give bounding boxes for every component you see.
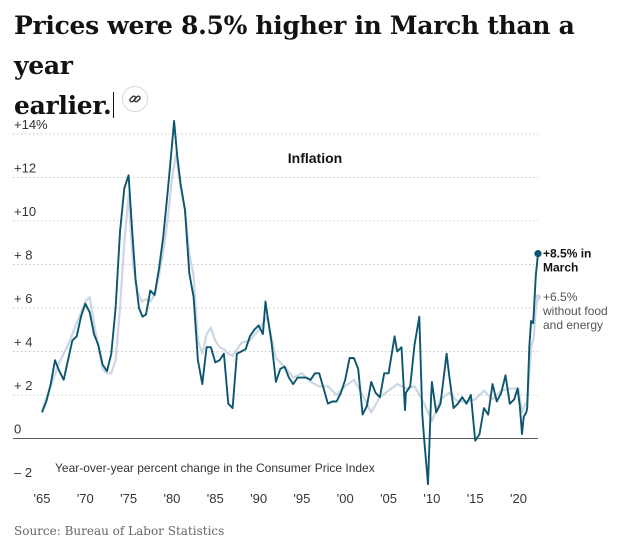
x-tick-label: '95	[293, 491, 310, 506]
x-tick-label: '05	[380, 491, 397, 506]
series-end-label-core-cpi: and energy	[543, 318, 603, 332]
series-line-core-cpi	[40, 152, 540, 423]
x-tick-label: '20	[510, 491, 527, 506]
y-tick-label: + 4	[14, 335, 32, 350]
x-tick-label: '80	[163, 491, 180, 506]
y-tick-label: +12	[14, 161, 36, 176]
y-tick-label: + 2	[14, 378, 32, 393]
x-tick-label: '65	[34, 491, 51, 506]
y-tick-label: – 2	[14, 465, 32, 480]
x-tick-label: '75	[120, 491, 137, 506]
series-endpoint-cpi	[534, 250, 542, 258]
series-end-label-core-cpi: +6.5%	[543, 290, 578, 304]
x-tick-label: '85	[207, 491, 224, 506]
y-tick-label: +14%	[14, 117, 48, 132]
x-tick-label: '00	[337, 491, 354, 506]
y-tick-label: + 8	[14, 248, 32, 263]
source-note: Source: Bureau of Labor Statistics	[14, 524, 225, 538]
chart-title: Inflation	[288, 150, 342, 166]
headline-line-2: earlier.	[14, 91, 112, 120]
x-tick-label: '10	[423, 491, 440, 506]
chart-canvas: – 2 0 + 2 + 4 + 6 + 8 +10 +12 +14% '65 '70 '75 '80 '8…	[13, 117, 608, 506]
inflation-chart: – 2 0 + 2 + 4 + 6 + 8 +10 +12 +14% '65 '70 '75 '80 '8…	[0, 110, 636, 555]
chart-subtitle: Year-over-year percent change in the Con…	[55, 461, 375, 475]
series-line-cpi	[41, 119, 539, 486]
series-endpoint-core-cpi	[535, 294, 541, 301]
copy-link-button[interactable]	[122, 86, 149, 112]
x-tick-label: '90	[250, 491, 267, 506]
headline: Prices were 8.5% higher in March than a …	[14, 6, 594, 126]
series-end-label-core-cpi: without food	[542, 304, 608, 318]
text-cursor	[113, 92, 115, 118]
link-icon	[129, 95, 142, 103]
x-tick-label: '70	[77, 491, 94, 506]
y-tick-label: + 6	[14, 291, 32, 306]
series-end-label-cpi: +8.5% in	[543, 247, 591, 261]
y-tick-label: 0	[14, 422, 21, 437]
y-tick-label: +10	[14, 204, 36, 219]
x-tick-label: '15	[467, 491, 484, 506]
headline-line-1: Prices were 8.5% higher in March than a …	[14, 11, 575, 80]
series-end-label-cpi: March	[543, 261, 578, 275]
